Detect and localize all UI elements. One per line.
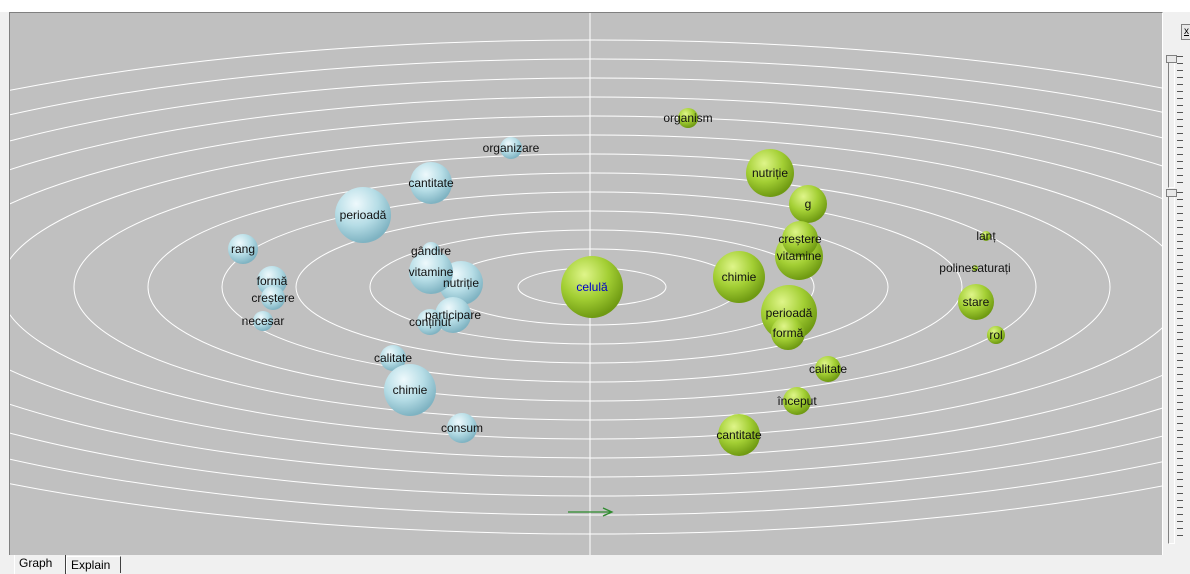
right-node-bubble[interactable] [678,108,698,128]
left-node-label: vitamine [409,265,454,279]
right-node-label: creștere [778,232,822,246]
right-node-bubble[interactable] [746,149,794,197]
orbit-ring [295,210,889,364]
right-node-bubble[interactable] [987,326,1005,344]
left-node-label: nutriție [443,276,479,290]
right-node-bubble[interactable] [981,231,991,241]
left-node-bubble[interactable] [447,413,477,443]
left-node-label: conținut [409,315,452,329]
right-node-label: perioadă [766,306,813,320]
graph-view[interactable]: organizare cantitate perioadă rang gândire nu… [9,12,1163,557]
left-node-bubble[interactable] [384,364,436,416]
zoom-slider-thumb[interactable] [1166,55,1177,63]
top-strip [0,0,1190,12]
orbit-rings [10,39,1162,535]
tab-graph[interactable]: Graph [14,555,66,574]
orbit-ring [10,115,1162,459]
right-node-bubble[interactable] [713,251,765,303]
left-node-label: calitate [374,351,412,365]
center-node-bubble[interactable] [561,256,623,318]
right-node-label: vitamine [777,249,822,263]
right-node-bubble[interactable] [771,316,805,350]
left-node-bubble[interactable] [253,311,273,331]
left-node-bubble[interactable] [409,250,453,294]
left-node-label: necesar [242,314,285,328]
orbit-ring [10,39,1162,535]
right-node-group: organism nutriție g vitamine creștere chimie p… [663,108,1011,456]
right-node-label: polinesaturați [939,261,1010,275]
right-node-bubble[interactable] [972,265,978,271]
left-node-label: consum [441,421,483,435]
right-node-label: cantitate [716,428,762,442]
left-node-label: creștere [251,291,295,305]
right-node-label: organism [663,111,712,125]
zoom-slider-ticks [1177,56,1183,186]
left-node-bubble[interactable] [228,234,258,264]
right-node-label: nutriție [752,166,788,180]
zoom-slider[interactable] [1166,55,1177,188]
left-node-label: formă [257,274,288,288]
left-node-group: organizare cantitate perioadă rang gândire nu… [228,137,540,443]
right-node-label: chimie [722,270,757,284]
right-node-label: rol [989,328,1002,342]
orbit-ring [10,134,1162,440]
right-node-bubble[interactable] [958,284,994,320]
concept-graph[interactable]: organizare cantitate perioadă rang gândire nu… [10,13,1162,556]
view-tab-bar: Graph Explain [0,555,1190,574]
orbit-ring [221,191,963,383]
direction-arrow-icon [568,507,614,517]
right-node-bubble[interactable] [718,414,760,456]
orbit-ring [73,153,1111,421]
right-node-label: calitate [809,362,847,376]
orbit-ring [369,229,815,345]
right-node-label: lanț [976,229,996,243]
left-node-bubble[interactable] [335,187,391,243]
left-node-label: participare [425,308,481,322]
right-node-label: stare [963,295,990,309]
depth-slider[interactable] [1166,189,1177,544]
left-node-label: cantitate [408,176,454,190]
left-node-bubble[interactable] [417,309,443,335]
left-node-bubble[interactable] [261,286,285,310]
right-node-bubble[interactable] [815,356,841,382]
left-node-label: perioadă [340,208,387,222]
left-node-bubble[interactable] [500,137,522,159]
tab-explain[interactable]: Explain [66,556,121,573]
right-node-bubble[interactable] [783,387,811,415]
right-control-panel: x [1163,12,1190,555]
left-node-label: rang [231,242,255,256]
left-node-bubble[interactable] [435,297,471,333]
orbit-ring [10,58,1162,516]
left-node-bubble[interactable] [380,345,406,371]
orbit-ring [147,172,1037,402]
left-node-label: gândire [411,244,451,258]
depth-slider-ticks [1177,192,1183,542]
left-node-label: chimie [393,383,428,397]
right-node-label: g [805,197,812,211]
right-node-label: formă [773,326,804,340]
depth-slider-thumb[interactable] [1166,189,1177,197]
right-node-bubble[interactable] [782,221,818,257]
left-node-bubble[interactable] [410,162,452,204]
orbit-ring [10,96,1162,478]
orbit-ring [10,77,1162,497]
close-panel-button[interactable]: x [1181,24,1190,40]
center-node-label: celulă [576,280,608,294]
right-node-label: început [776,394,817,408]
center-node[interactable]: celulă [561,256,623,318]
right-node-bubble[interactable] [789,185,827,223]
left-node-label: organizare [483,141,540,155]
